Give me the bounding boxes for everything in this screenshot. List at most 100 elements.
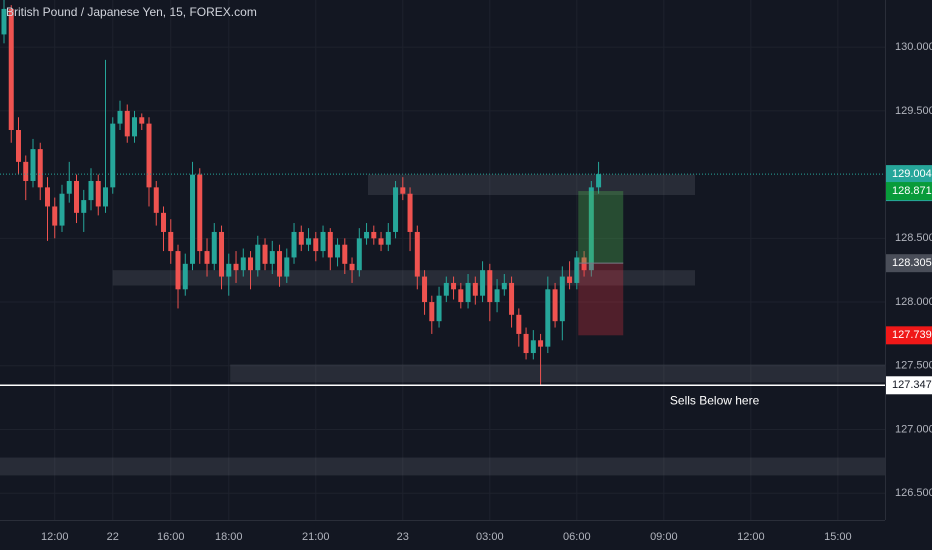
candle-body	[400, 187, 406, 194]
y-tick-label: 129.500	[895, 105, 932, 117]
candle-body	[516, 314, 522, 334]
stop-label-box	[886, 326, 932, 345]
candle-body	[371, 231, 377, 239]
entry-label-box	[886, 254, 932, 273]
candle-body	[393, 187, 399, 232]
candle-body	[494, 289, 500, 303]
candle-body	[559, 276, 565, 322]
candle-body	[378, 238, 384, 245]
x-tick-label: 23	[397, 531, 409, 543]
candle-body	[523, 333, 529, 354]
candle-body	[298, 231, 304, 245]
candle-body	[248, 257, 254, 271]
candle-body	[1, 8, 7, 35]
candle-body	[226, 263, 232, 277]
candle-body	[66, 180, 72, 194]
x-tick-label: 09:00	[650, 531, 678, 543]
candle-body	[103, 187, 109, 207]
candle-body	[15, 130, 21, 162]
candle-body	[95, 180, 101, 207]
candle-body	[313, 238, 319, 252]
candle-body	[8, 8, 14, 130]
candle-body	[349, 263, 355, 271]
loss-zone	[578, 263, 624, 336]
y-tick-label: 127.500	[895, 360, 932, 372]
candle-body	[443, 282, 449, 296]
candle-body	[342, 244, 348, 264]
candle-body	[233, 263, 239, 271]
grid	[0, 0, 885, 520]
candle-body	[37, 149, 43, 188]
candle-body	[545, 289, 551, 347]
stop-label: 127.739	[892, 329, 932, 341]
candle-body	[472, 282, 478, 296]
candle-body	[327, 231, 333, 258]
target-label: 128.871	[892, 185, 932, 197]
y-tick-label: 128.000	[895, 296, 932, 308]
candle-body	[284, 257, 290, 277]
candle-body	[73, 180, 79, 213]
x-tick-label: 12:00	[737, 531, 765, 543]
candle-body	[240, 257, 246, 271]
candle-body	[364, 231, 370, 239]
candle-body	[59, 193, 65, 226]
candle-body	[277, 251, 283, 277]
x-tick-label: 12:00	[41, 531, 69, 543]
candle-body	[306, 238, 312, 245]
candle-body	[161, 212, 167, 232]
candle-body	[168, 231, 174, 252]
candle-body	[175, 251, 181, 290]
candle-body	[538, 340, 544, 347]
candle-body	[153, 187, 159, 213]
candle-body	[255, 244, 261, 271]
candle-body	[262, 244, 268, 264]
overlay: Sells Below here	[0, 173, 885, 407]
x-tick-label: 22	[107, 531, 119, 543]
profit-zone	[578, 191, 624, 264]
candle-body	[487, 270, 493, 303]
candle-body	[190, 174, 196, 264]
x-tick-label: 03:00	[476, 531, 504, 543]
target-label-box	[886, 182, 932, 201]
candle-body	[596, 174, 602, 188]
candle-body	[44, 187, 50, 207]
zones	[0, 174, 885, 476]
candle-body	[451, 282, 457, 290]
y-tick-label: 130.000	[895, 41, 932, 53]
candle-body	[501, 282, 507, 290]
zone	[112, 270, 696, 286]
candle-body	[88, 180, 94, 201]
candle-body	[465, 282, 471, 303]
candle-body	[320, 231, 326, 252]
last-price-label: 129.004	[892, 168, 932, 180]
y-tick-label: 127.000	[895, 423, 932, 435]
support-label-box	[886, 376, 932, 395]
x-tick-label: 06:00	[563, 531, 591, 543]
candle-body	[509, 282, 515, 315]
candle-body	[530, 340, 536, 354]
candle-body	[414, 231, 420, 277]
y-tick-label: 126.500	[895, 487, 932, 499]
candle-body	[30, 149, 36, 181]
candle-body	[458, 289, 464, 303]
x-tick-label: 18:00	[215, 531, 243, 543]
candle-body	[429, 302, 435, 322]
candle-body	[182, 263, 188, 290]
candle-body	[588, 187, 594, 271]
candle-body	[552, 289, 558, 322]
chart-title: British Pound / Japanese Yen, 15, FOREX.…	[6, 5, 257, 19]
candle-body	[407, 193, 413, 232]
candle-body	[124, 110, 130, 137]
candle-body	[110, 123, 116, 188]
candles	[1, 0, 602, 385]
last-price-label-box	[886, 165, 932, 184]
candle-body	[480, 270, 486, 296]
candle-body	[81, 200, 87, 213]
candle-body	[567, 276, 573, 283]
candle-body	[385, 231, 391, 245]
zone	[0, 457, 885, 476]
zone	[230, 364, 885, 383]
candle-body	[581, 257, 587, 271]
